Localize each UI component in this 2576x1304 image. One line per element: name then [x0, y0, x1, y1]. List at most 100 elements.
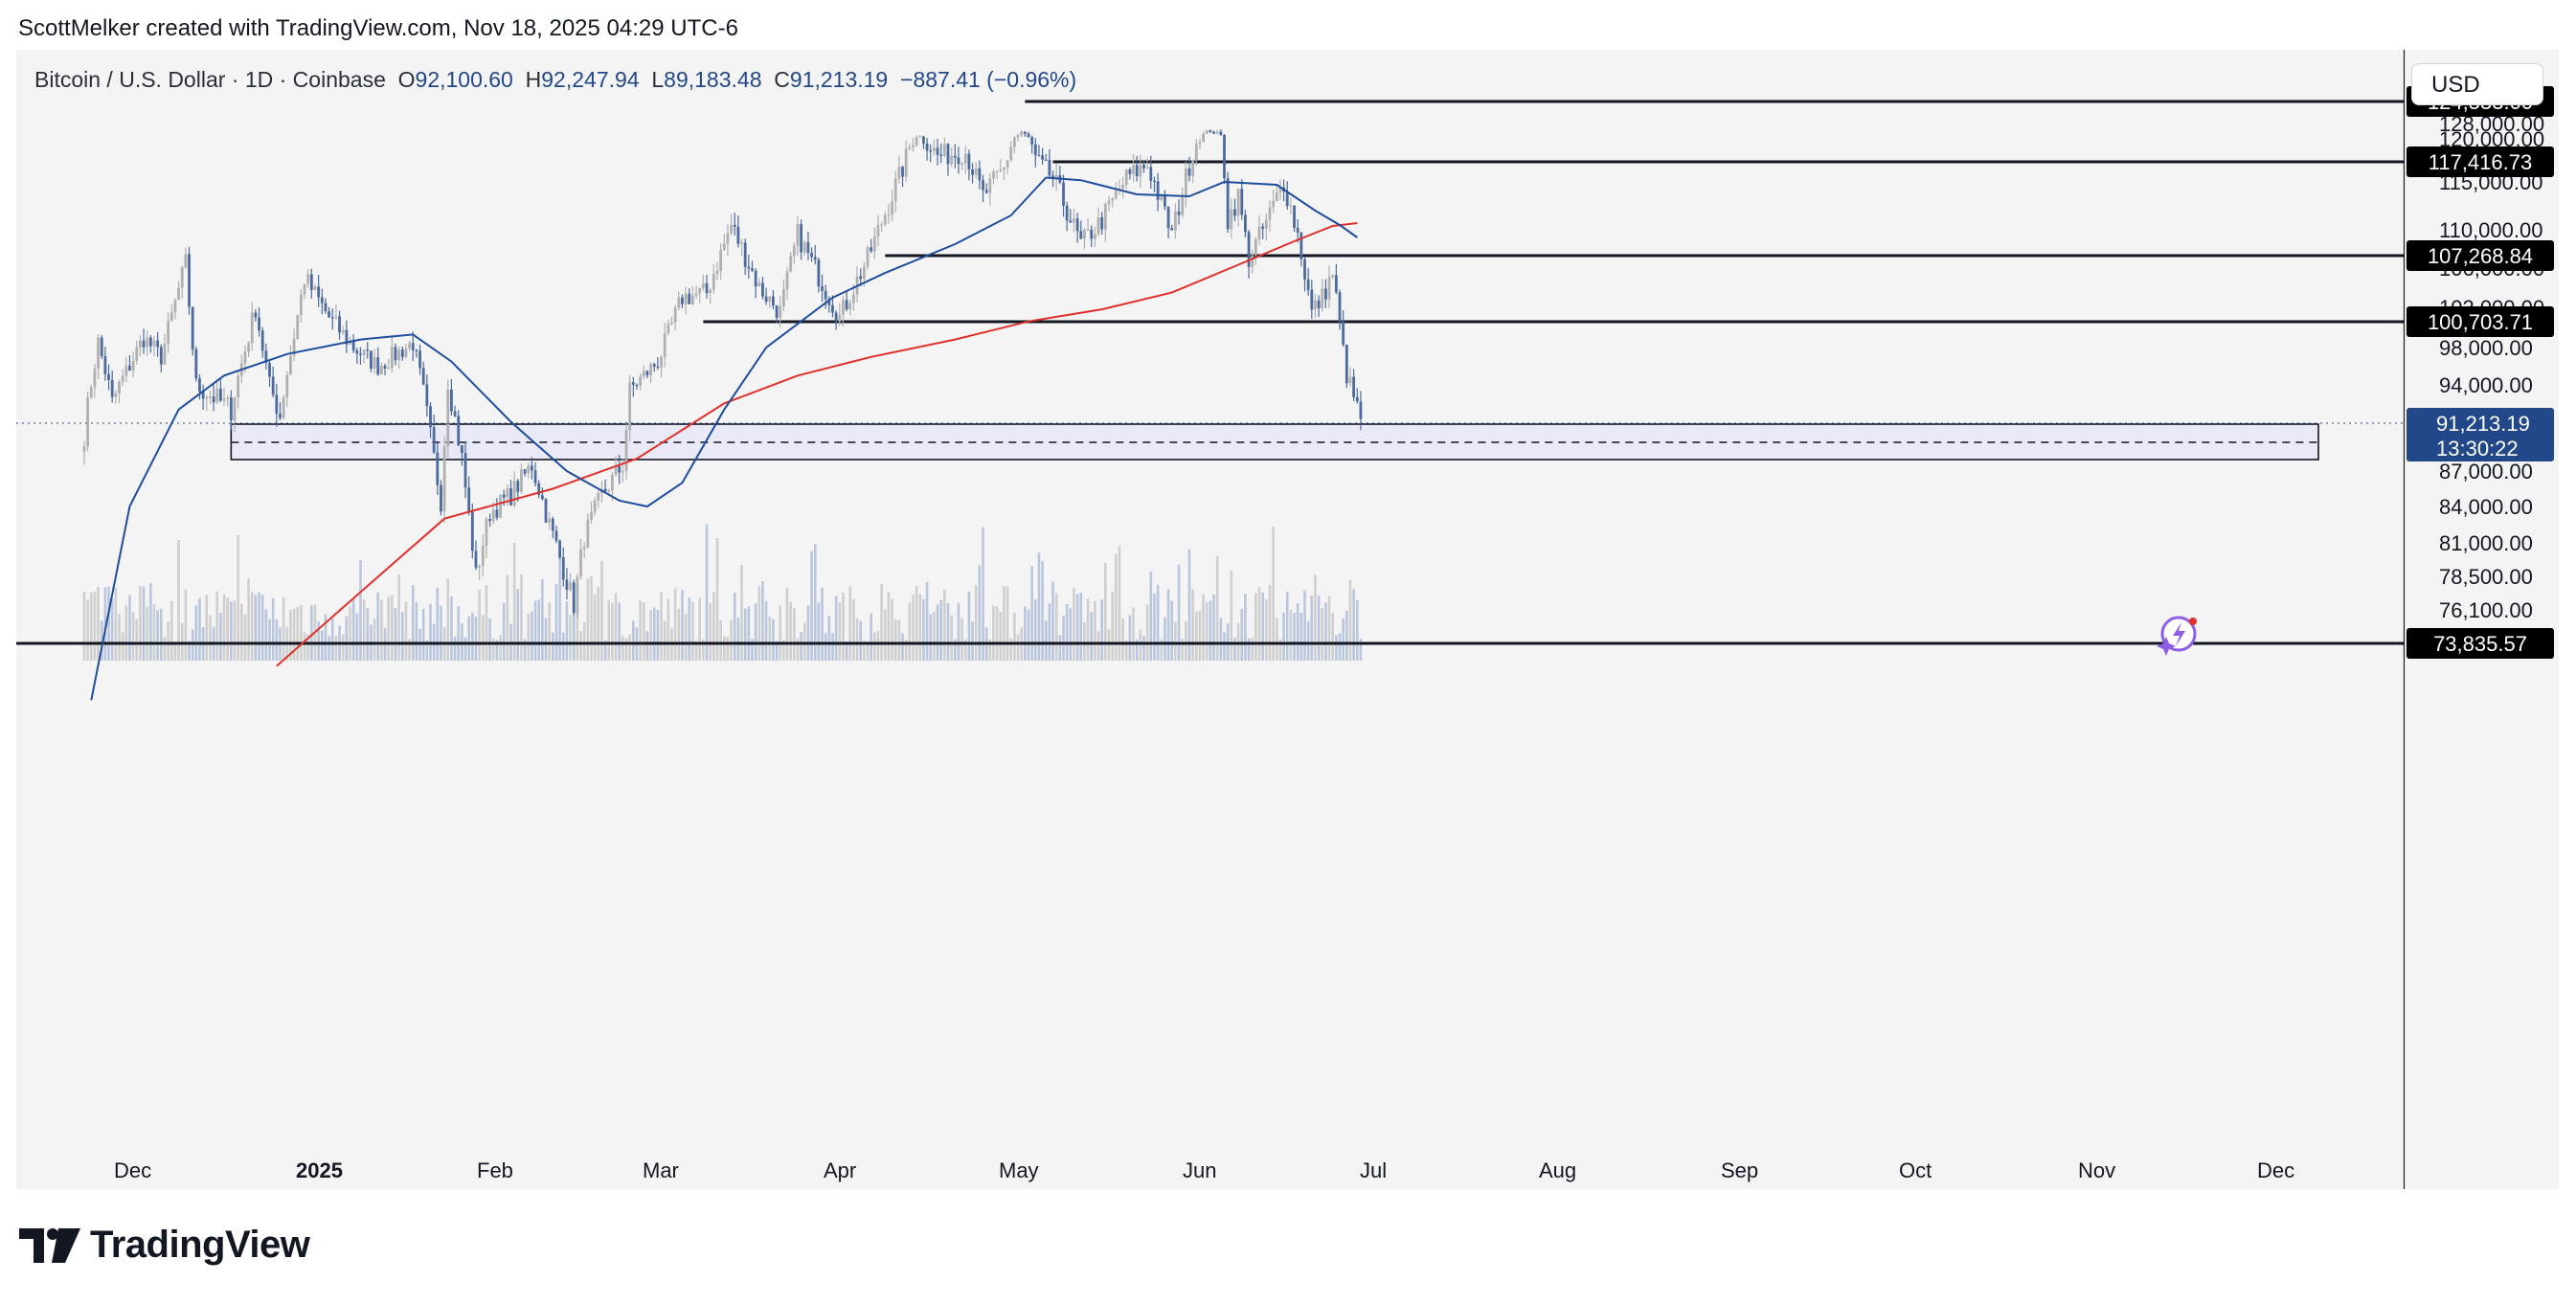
candle-body — [1096, 216, 1100, 235]
candle-body — [478, 566, 482, 568]
volume-bar — [719, 620, 722, 661]
candle-body — [533, 470, 537, 483]
volume-bar — [569, 615, 572, 661]
volume-bar — [1174, 621, 1177, 661]
candle-body — [1299, 233, 1303, 259]
candle-body — [726, 233, 730, 244]
volume-bar — [491, 638, 495, 661]
candle-body — [1261, 226, 1265, 229]
volume-bar — [1069, 608, 1073, 661]
candle-body — [520, 469, 523, 492]
candle-body — [180, 267, 184, 288]
candle-body — [1244, 214, 1247, 233]
volume-bar — [488, 618, 491, 661]
chart-plot[interactable]: 128,000.00120,000.00115,000.00110,000.00… — [16, 50, 2559, 1189]
candle-body — [1177, 211, 1181, 215]
candle-body — [800, 223, 803, 253]
volume-bar — [548, 602, 551, 661]
candle-body — [306, 274, 310, 284]
candle-body — [1327, 277, 1331, 300]
candle-body — [918, 136, 922, 138]
ohlc-legend: Bitcoin / U.S. Dollar · 1D · Coinbase O9… — [34, 67, 1076, 93]
candle-body — [446, 389, 450, 447]
volume-bar — [736, 617, 740, 661]
price-axis[interactable]: 128,000.00120,000.00115,000.00110,000.00… — [2403, 50, 2545, 1189]
volume-bar — [561, 632, 565, 661]
time-tick-label: Apr — [824, 1158, 856, 1182]
volume-bar — [387, 596, 390, 661]
horizontal-levels[interactable] — [16, 100, 2404, 645]
volume-bar — [614, 593, 618, 661]
volume-bar — [258, 592, 260, 661]
candle-body — [614, 465, 618, 475]
volume-bar — [481, 615, 485, 661]
volume-bar — [1278, 639, 1282, 661]
volume-bar — [289, 609, 292, 661]
volume-bar — [1327, 596, 1331, 661]
candle-body — [205, 397, 209, 399]
volume-bar — [230, 601, 233, 661]
candle-body — [289, 355, 292, 375]
chart-panel[interactable]: 128,000.00 120,000.00 115,000.00 110,000.00… — [16, 50, 2559, 1189]
candle-body — [1209, 130, 1212, 132]
volume-bar — [1096, 631, 1100, 661]
volume-bar — [463, 637, 467, 661]
candle-body — [1310, 289, 1314, 310]
volume-bar — [663, 620, 667, 661]
volume-bar — [303, 632, 306, 661]
candle-body — [1051, 175, 1054, 178]
currency-button[interactable]: USD — [2411, 63, 2543, 105]
volume-bar — [1338, 633, 1342, 661]
volume-bar — [995, 606, 999, 661]
candle-body — [950, 155, 954, 165]
volume-bar — [796, 638, 800, 661]
candle-body — [663, 333, 667, 357]
volume-bar — [733, 592, 736, 661]
candle-body — [611, 474, 614, 491]
volume-bar — [1268, 584, 1272, 661]
tradingview-brand[interactable]: TradingView — [19, 1224, 310, 1267]
volume-bar — [391, 595, 394, 661]
volume-bar — [1024, 606, 1027, 661]
time-axis[interactable]: Dec 2025 Feb Mar Apr May Jun Jul Aug Sep Oct Nov Dec — [114, 1158, 2294, 1182]
candle-body — [751, 268, 754, 271]
candle-body — [1164, 193, 1166, 207]
volume-bar — [177, 540, 180, 661]
volume-bar — [169, 600, 173, 661]
candle-body — [258, 317, 260, 331]
candle-body — [1100, 216, 1104, 230]
volume-bar — [565, 601, 569, 661]
candle-body — [97, 337, 100, 369]
volume-bar — [554, 584, 558, 661]
volume-bar — [1209, 600, 1212, 661]
volume-bar — [817, 602, 821, 661]
candle-body — [887, 214, 891, 216]
volume-bar — [873, 632, 876, 661]
candle-body — [701, 282, 705, 288]
assistant-icon[interactable] — [2157, 616, 2197, 656]
candle-body — [1226, 178, 1230, 230]
candle-body — [173, 300, 177, 313]
volume-bar — [929, 614, 933, 661]
low-value: 89,183.48 — [664, 67, 762, 92]
candle-body — [1114, 191, 1118, 199]
level-price-text: 107,268.84 — [2428, 244, 2533, 268]
candle-body — [813, 257, 817, 260]
candle-body — [229, 397, 233, 421]
volume-bar — [351, 597, 355, 661]
candle-body — [1285, 191, 1289, 207]
candle-body — [1289, 205, 1293, 207]
time-tick-label: Feb — [477, 1158, 513, 1182]
volume-bar — [1310, 596, 1314, 661]
level-price-tag — [2407, 240, 2554, 271]
volume-bar — [1058, 635, 1062, 661]
volume-bar — [558, 540, 561, 661]
volume-bar — [495, 640, 499, 661]
candle-body — [1324, 288, 1327, 300]
volume-bar — [1037, 552, 1041, 661]
volume-bar — [810, 551, 813, 661]
volume-bar — [855, 618, 859, 661]
candle-body — [821, 286, 824, 291]
volume-bar — [1212, 594, 1215, 661]
candle-body — [1233, 209, 1236, 216]
